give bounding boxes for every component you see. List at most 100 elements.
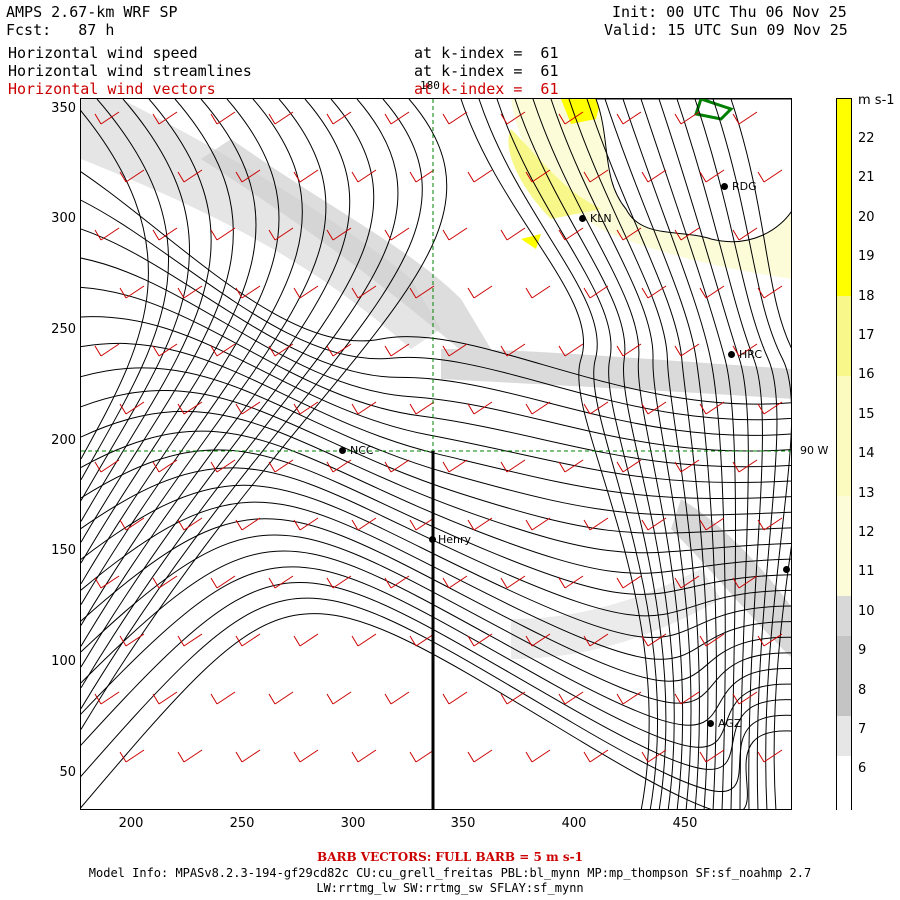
- wind-barb: [94, 459, 120, 473]
- wind-barb: [409, 633, 435, 647]
- streamline: [81, 99, 327, 626]
- wind-barb: [326, 691, 352, 705]
- wind-barb: [326, 575, 352, 589]
- wind-barb: [177, 285, 203, 299]
- wind-barb: [326, 111, 352, 125]
- streamline: [81, 110, 149, 460]
- wind-barb: [119, 633, 145, 647]
- wind-barb: [757, 401, 783, 415]
- wind-barb: [616, 111, 642, 125]
- wind-barb: [94, 343, 120, 357]
- field-label-vectors: Horizontal wind vectors: [8, 80, 216, 98]
- wind-barb: [757, 285, 783, 299]
- streamline: [81, 582, 791, 770]
- wind-barb: [235, 285, 261, 299]
- lon-180-label: 180: [420, 79, 440, 92]
- wind-barb: [732, 227, 758, 241]
- wind-barb: [616, 575, 642, 589]
- x-tick: 350: [450, 816, 476, 831]
- streamline: [658, 99, 749, 809]
- station-label-ncc: NCC: [350, 444, 374, 457]
- streamline: [514, 99, 675, 809]
- wind-barb: [119, 169, 145, 183]
- wind-barb: [119, 401, 145, 415]
- colorbar-label: 13: [858, 485, 875, 501]
- wind-barb: [442, 111, 468, 125]
- wind-barb: [94, 575, 120, 589]
- wind-barb: [268, 343, 294, 357]
- wind-barb: [525, 633, 551, 647]
- wind-barb: [326, 459, 352, 473]
- wind-barb: [210, 343, 236, 357]
- wind-barb: [500, 575, 526, 589]
- x-tick: 450: [672, 816, 698, 831]
- x-tick: 300: [340, 816, 366, 831]
- colorbar-label: 19: [858, 249, 875, 265]
- map-plot: [80, 98, 792, 810]
- wind-barb: [293, 749, 319, 763]
- wind-barb: [757, 633, 783, 647]
- wind-barb: [525, 169, 551, 183]
- wind-barb: [384, 227, 410, 241]
- wind-barbs: [94, 111, 783, 763]
- wind-barb: [616, 691, 642, 705]
- y-tick: 50: [59, 765, 76, 780]
- wind-barb: [558, 459, 584, 473]
- station-label-hrc: HRC: [739, 348, 763, 361]
- station-marker-kln: [579, 215, 586, 222]
- wind-barb: [616, 227, 642, 241]
- streamline: [81, 484, 791, 638]
- wind-barb: [351, 285, 377, 299]
- wind-barb: [558, 227, 584, 241]
- streamline: [81, 99, 399, 689]
- model-info-line2: LW:rrtmg_lw SW:rrtmg_sw SFLAY:sf_mynn: [316, 881, 584, 895]
- wind-barb: [235, 169, 261, 183]
- wind-barb: [732, 111, 758, 125]
- wind-barb: [442, 459, 468, 473]
- colorbar-segment: [837, 716, 851, 756]
- lon-90w-label: 90 W: [800, 444, 829, 457]
- wind-barb: [177, 169, 203, 183]
- wind-barb: [699, 517, 725, 531]
- wind-barb: [351, 169, 377, 183]
- wind-barb: [500, 111, 526, 125]
- colorbar-label: 6: [858, 761, 867, 777]
- wind-barb: [699, 401, 725, 415]
- streamline: [81, 316, 791, 484]
- streamline: [81, 534, 791, 704]
- colorbar-label: 14: [858, 446, 875, 462]
- colorbar-label: 17: [858, 328, 875, 343]
- wind-barb: [500, 343, 526, 357]
- station-marker-edge: [783, 566, 790, 573]
- wind-barb: [442, 227, 468, 241]
- wind-barb: [119, 285, 145, 299]
- station-label-agz: AGZ: [718, 717, 742, 730]
- wind-barb: [268, 459, 294, 473]
- wind-barb: [210, 575, 236, 589]
- wind-barb: [699, 285, 725, 299]
- wind-barb: [351, 517, 377, 531]
- field-label-streamlines: Horizontal wind streamlines: [8, 62, 252, 80]
- wind-barb: [583, 169, 609, 183]
- wind-barb: [616, 343, 642, 357]
- wind-barb: [558, 691, 584, 705]
- wind-barb: [152, 575, 178, 589]
- wind-barb: [674, 227, 700, 241]
- streamline: [81, 99, 448, 730]
- field-label-speed: Horizontal wind speed: [8, 44, 198, 62]
- wind-barb: [616, 459, 642, 473]
- wind-barb: [500, 691, 526, 705]
- y-tick: 250: [51, 322, 76, 337]
- wind-barb: [351, 633, 377, 647]
- station-label-henry: Henry: [438, 533, 472, 546]
- streamline: [604, 99, 717, 809]
- wind-barb: [641, 285, 667, 299]
- streamline: [676, 99, 763, 809]
- wind-barb: [699, 633, 725, 647]
- colorbar-label: 11: [858, 564, 875, 580]
- streamline: [81, 367, 791, 516]
- wind-barb: [467, 633, 493, 647]
- streamline: [81, 99, 170, 481]
- station-marker-agz: [707, 720, 714, 727]
- valid-time: Valid: 15 UTC Sun 09 Nov 25: [604, 21, 848, 39]
